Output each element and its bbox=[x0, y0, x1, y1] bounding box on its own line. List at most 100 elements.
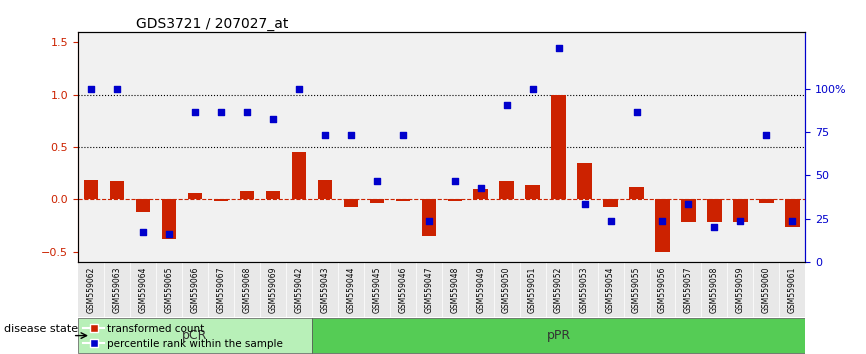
Bar bbox=[708, 199, 721, 222]
Point bbox=[214, 110, 228, 115]
Point bbox=[785, 218, 799, 223]
Point bbox=[474, 185, 488, 191]
Bar bbox=[156, 32, 182, 262]
Bar bbox=[104, 32, 130, 262]
Bar bbox=[785, 199, 799, 228]
Bar bbox=[266, 191, 280, 199]
Point bbox=[552, 45, 565, 51]
Point bbox=[526, 86, 540, 92]
Bar bbox=[318, 181, 332, 199]
Bar bbox=[292, 152, 306, 199]
Bar bbox=[779, 262, 805, 317]
Bar bbox=[130, 262, 156, 317]
Bar bbox=[136, 199, 150, 212]
Text: GSM559067: GSM559067 bbox=[216, 266, 225, 313]
Bar bbox=[474, 189, 488, 199]
Text: GSM559063: GSM559063 bbox=[113, 266, 121, 313]
Bar bbox=[286, 262, 312, 317]
Bar bbox=[727, 262, 753, 317]
Bar bbox=[546, 32, 572, 262]
Point bbox=[448, 178, 462, 184]
Text: GSM559043: GSM559043 bbox=[320, 266, 329, 313]
Text: GSM559066: GSM559066 bbox=[191, 266, 199, 313]
Point bbox=[292, 86, 306, 92]
Text: GSM559049: GSM559049 bbox=[476, 266, 485, 313]
Bar bbox=[494, 32, 520, 262]
Point bbox=[422, 218, 436, 223]
Text: GSM559055: GSM559055 bbox=[632, 266, 641, 313]
Point bbox=[240, 110, 254, 115]
Bar bbox=[448, 199, 462, 201]
Bar bbox=[701, 32, 727, 262]
Bar bbox=[130, 32, 156, 262]
Text: GSM559056: GSM559056 bbox=[658, 266, 667, 313]
Text: GSM559050: GSM559050 bbox=[502, 266, 511, 313]
Text: GSM559069: GSM559069 bbox=[268, 266, 277, 313]
Bar bbox=[624, 262, 650, 317]
Text: GSM559068: GSM559068 bbox=[242, 266, 251, 313]
Text: GSM559044: GSM559044 bbox=[346, 266, 355, 313]
Bar bbox=[572, 32, 598, 262]
Bar bbox=[500, 181, 514, 199]
Bar bbox=[546, 262, 572, 317]
Text: disease state: disease state bbox=[4, 324, 79, 334]
Point bbox=[188, 110, 202, 115]
Bar bbox=[552, 95, 565, 199]
Bar bbox=[208, 32, 234, 262]
Text: GSM559054: GSM559054 bbox=[606, 266, 615, 313]
Text: GSM559053: GSM559053 bbox=[580, 266, 589, 313]
Bar bbox=[675, 32, 701, 262]
Bar bbox=[286, 32, 312, 262]
Bar bbox=[442, 32, 468, 262]
Bar bbox=[572, 262, 598, 317]
Text: GDS3721 / 207027_at: GDS3721 / 207027_at bbox=[136, 17, 288, 31]
FancyBboxPatch shape bbox=[78, 318, 312, 353]
Bar bbox=[338, 262, 364, 317]
Text: GSM559047: GSM559047 bbox=[424, 266, 433, 313]
Bar bbox=[779, 32, 805, 262]
Point bbox=[344, 132, 358, 138]
Text: GSM559059: GSM559059 bbox=[736, 266, 745, 313]
Bar bbox=[208, 262, 234, 317]
Bar bbox=[682, 199, 695, 222]
Point bbox=[396, 132, 410, 138]
Point bbox=[110, 86, 124, 92]
Bar bbox=[442, 262, 468, 317]
Text: GSM559042: GSM559042 bbox=[294, 266, 303, 313]
Bar bbox=[104, 262, 130, 317]
Text: GSM559065: GSM559065 bbox=[165, 266, 173, 313]
Bar bbox=[650, 262, 675, 317]
Bar bbox=[312, 32, 338, 262]
Bar bbox=[422, 199, 436, 236]
Point bbox=[370, 178, 384, 184]
Text: GSM559046: GSM559046 bbox=[398, 266, 407, 313]
Bar bbox=[675, 262, 701, 317]
Legend: transformed count, percentile rank within the sample: transformed count, percentile rank withi… bbox=[83, 324, 283, 349]
Bar bbox=[214, 199, 228, 201]
Bar bbox=[364, 262, 390, 317]
Bar bbox=[234, 262, 260, 317]
Bar bbox=[78, 262, 104, 317]
Bar bbox=[188, 193, 202, 199]
Point bbox=[708, 224, 721, 230]
Text: GSM559045: GSM559045 bbox=[372, 266, 381, 313]
Bar bbox=[162, 199, 176, 239]
Bar bbox=[604, 199, 617, 206]
Bar bbox=[520, 262, 546, 317]
Text: GSM559048: GSM559048 bbox=[450, 266, 459, 313]
Text: GSM559057: GSM559057 bbox=[684, 266, 693, 313]
Text: GSM559062: GSM559062 bbox=[87, 266, 95, 313]
Text: GSM559052: GSM559052 bbox=[554, 266, 563, 313]
Bar bbox=[370, 199, 384, 204]
Text: GSM559061: GSM559061 bbox=[788, 266, 797, 313]
Bar bbox=[624, 32, 650, 262]
Point bbox=[656, 218, 669, 223]
Bar bbox=[468, 32, 494, 262]
Point bbox=[162, 232, 176, 237]
Text: GSM559051: GSM559051 bbox=[528, 266, 537, 313]
Bar bbox=[598, 32, 624, 262]
FancyBboxPatch shape bbox=[312, 318, 805, 353]
Bar bbox=[240, 191, 254, 199]
Bar bbox=[396, 199, 410, 201]
Bar bbox=[650, 32, 675, 262]
